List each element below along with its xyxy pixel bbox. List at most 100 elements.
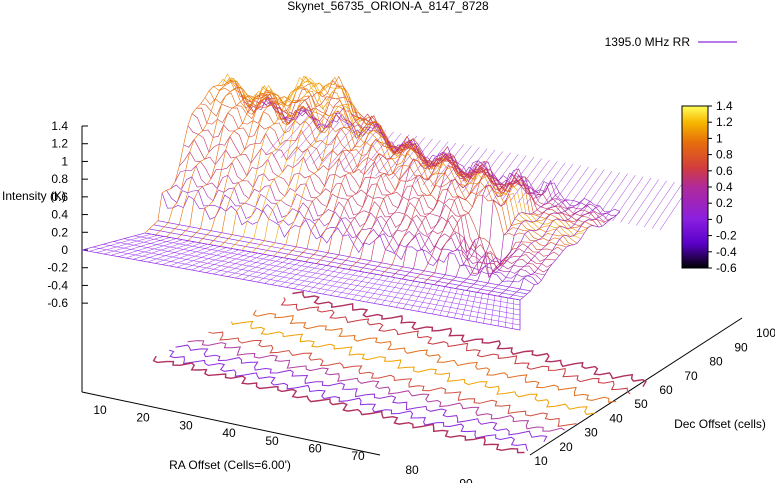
zero-plane-line xyxy=(501,156,535,201)
contour-line xyxy=(187,340,565,432)
mesh-line xyxy=(369,156,479,274)
zero-plane-line xyxy=(628,179,660,225)
colorbar-tick-label: 0.8 xyxy=(716,148,733,162)
colorbar-tick-label: -0.6 xyxy=(716,261,737,275)
mesh-line xyxy=(166,190,539,285)
y-tick-label: 20 xyxy=(559,440,573,454)
mesh-line xyxy=(359,158,468,272)
mesh-line xyxy=(380,157,489,276)
mesh-line xyxy=(219,87,337,247)
mesh-line xyxy=(174,165,546,275)
z-tick-label: 0.8 xyxy=(51,172,68,186)
colorbar-tick-label: 1.4 xyxy=(716,99,733,113)
mesh-line xyxy=(209,96,327,245)
mesh-line xyxy=(161,192,535,285)
mesh-line xyxy=(170,176,542,281)
mesh-line xyxy=(243,96,603,227)
mesh-line xyxy=(196,107,564,267)
y-tick-label: 40 xyxy=(609,411,623,425)
mesh-line xyxy=(179,151,549,273)
x-tick-label: 40 xyxy=(222,426,236,440)
x-tick-label: 80 xyxy=(405,463,419,477)
colorbar-tick-label: -0.2 xyxy=(716,229,737,243)
mesh-line xyxy=(241,82,357,251)
mesh-line xyxy=(423,173,529,284)
mesh-line xyxy=(176,94,296,239)
y-axis-line xyxy=(529,317,743,456)
x-tick-label: 30 xyxy=(179,418,193,432)
contour-line xyxy=(252,309,617,403)
mesh-line xyxy=(230,75,592,229)
z-tick-label: 0.6 xyxy=(51,190,68,204)
mesh-line xyxy=(204,92,571,246)
contour-line xyxy=(292,290,647,388)
z-tick-label: 1.4 xyxy=(51,119,68,133)
mesh-line xyxy=(251,83,367,253)
mesh-line xyxy=(144,79,266,234)
mesh-line xyxy=(305,129,418,262)
mesh-line xyxy=(476,202,580,293)
mesh-line xyxy=(498,205,600,297)
zero-plane-line xyxy=(280,117,316,159)
mesh-line xyxy=(187,91,306,241)
mesh-line xyxy=(519,211,621,301)
zero-plane-line xyxy=(549,165,582,210)
zero-plane-line xyxy=(113,241,521,316)
colorbar-tick-label: 1.2 xyxy=(716,115,733,129)
zero-plane-line xyxy=(580,170,613,216)
mesh-line xyxy=(337,144,448,268)
mesh-line xyxy=(509,211,611,299)
mesh-line xyxy=(234,80,596,227)
legend-label: 1395.0 MHz RR xyxy=(605,35,691,49)
zero-plane-line xyxy=(81,249,521,331)
surface-mesh xyxy=(144,73,621,301)
x-tick-label: 20 xyxy=(136,411,150,425)
mesh-line xyxy=(444,179,550,287)
mesh-line xyxy=(166,87,286,238)
mesh-line xyxy=(198,93,316,243)
mesh-line xyxy=(153,224,528,295)
mesh-line xyxy=(455,192,560,289)
mesh-line xyxy=(326,144,438,266)
z-tick-label: -0.4 xyxy=(47,278,68,292)
contour-line xyxy=(208,331,577,428)
zero-plane-line xyxy=(102,244,521,321)
zero-plane-line xyxy=(620,177,652,223)
z-tick-label: 1 xyxy=(61,154,68,168)
zero-plane-line xyxy=(343,128,379,171)
zero-plane-line xyxy=(564,168,597,213)
zero-plane-line xyxy=(367,133,402,175)
mesh-line xyxy=(256,97,614,221)
zero-plane-line xyxy=(643,182,675,228)
contour-line xyxy=(280,297,631,395)
zero-plane-line xyxy=(604,175,636,220)
mesh-line xyxy=(466,199,570,291)
mesh-line xyxy=(239,85,599,228)
x-axis-label: RA Offset (Cells=6.00') xyxy=(169,458,291,472)
zero-plane-line xyxy=(572,169,605,214)
x-tick-label: 50 xyxy=(265,434,279,448)
zero-plane-line xyxy=(454,148,488,192)
zero-plane-line xyxy=(123,238,521,311)
zero-plane-line xyxy=(525,161,558,205)
zero-plane-line xyxy=(296,120,332,162)
z-tick-label: 1.2 xyxy=(51,137,68,151)
mesh-line xyxy=(260,100,617,216)
zero-plane-line xyxy=(422,142,457,186)
zero-plane-line xyxy=(446,147,480,190)
zero-plane-line xyxy=(304,121,340,163)
zero-plane-line xyxy=(517,159,550,204)
y-tick-label: 30 xyxy=(584,426,598,440)
zero-plane-line xyxy=(312,123,347,165)
mesh-line xyxy=(247,96,606,224)
mesh-line xyxy=(412,168,519,282)
mesh-line xyxy=(187,125,556,273)
y-tick-label: 80 xyxy=(709,355,723,369)
x-tick-label: 90 xyxy=(459,477,473,483)
colorbar-tick-label: 0.2 xyxy=(716,196,733,210)
mesh-line xyxy=(262,87,377,255)
mesh-line xyxy=(230,80,347,249)
mesh-line xyxy=(264,97,621,213)
zero-plane-line xyxy=(557,166,589,211)
